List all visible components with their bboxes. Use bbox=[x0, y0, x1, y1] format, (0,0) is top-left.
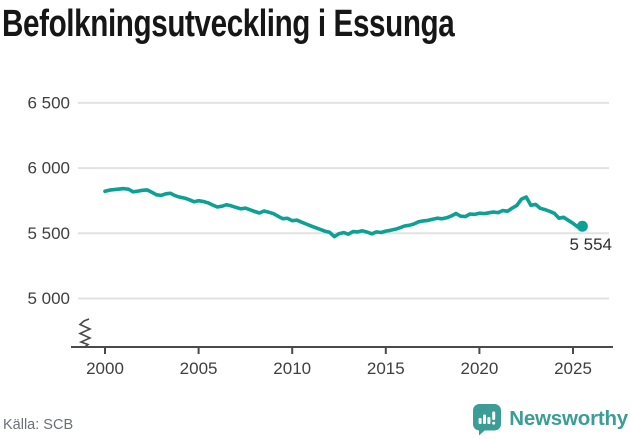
newsworthy-brand-name: Newsworthy bbox=[509, 407, 628, 430]
x-tick-label: 2025 bbox=[554, 359, 592, 378]
x-tick-label: 2015 bbox=[367, 359, 405, 378]
end-point-dot bbox=[576, 220, 588, 232]
end-value-label: 5 554 bbox=[569, 235, 612, 254]
x-tick-label: 2020 bbox=[460, 359, 498, 378]
chart-title: Befolkningsutveckling i Essunga bbox=[2, 3, 455, 45]
y-tick-label: 6 500 bbox=[27, 93, 70, 112]
y-axis-labels: 6 500 6 000 5 500 5 000 bbox=[27, 93, 70, 308]
newsworthy-logo-icon bbox=[473, 403, 502, 435]
x-tick-label: 2010 bbox=[273, 359, 311, 378]
axis-break-icon bbox=[78, 318, 92, 349]
end-value-text: 5 554 bbox=[569, 235, 612, 254]
x-axis bbox=[71, 346, 613, 354]
y-tick-label: 5 500 bbox=[27, 224, 70, 243]
y-tick-label: 5 000 bbox=[27, 289, 70, 308]
trend-line bbox=[103, 186, 585, 239]
x-tick-label: 2005 bbox=[180, 359, 218, 378]
source-label: Källa: SCB bbox=[3, 417, 74, 433]
newsworthy-brand: Newsworthy bbox=[472, 402, 628, 436]
x-tick-label: 2000 bbox=[86, 359, 124, 378]
x-axis-labels: 2000 2005 2010 2015 2020 2025 bbox=[86, 359, 592, 378]
axis-break-squiggle bbox=[78, 318, 92, 349]
y-tick-label: 6 000 bbox=[27, 159, 70, 178]
population-series bbox=[103, 186, 588, 239]
